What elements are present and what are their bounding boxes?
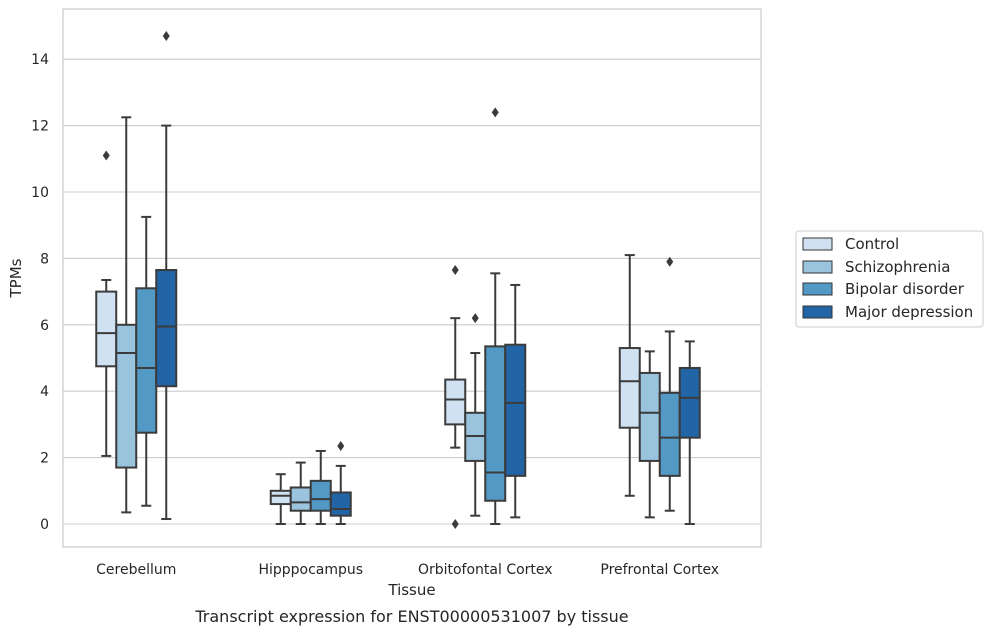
y-tick-label: 14 — [31, 52, 49, 68]
legend-frame — [795, 230, 984, 328]
x-tick-label: Orbitofontal Cortex — [418, 562, 553, 578]
y-gridlines — [63, 58, 761, 525]
legend-swatch-bipolar — [802, 282, 833, 296]
iqr-box — [638, 371, 661, 462]
box-hipppocampus-control — [269, 473, 292, 525]
y-tick-label: 0 — [40, 517, 49, 533]
y-tick-label: 2 — [40, 451, 49, 467]
box-cerebellum-major-depression — [155, 30, 178, 521]
iqr-box — [618, 347, 641, 429]
outlier-point — [102, 150, 110, 161]
iqr-box — [444, 378, 467, 426]
box-prefrontal-cortex-bipolar-disorder — [658, 256, 681, 512]
legend-swatch-major-depression — [802, 305, 833, 319]
box-prefrontal-cortex-schizophrenia — [638, 350, 661, 519]
iqr-box — [678, 366, 701, 439]
legend-swatch-schizophrenia — [802, 260, 833, 274]
y-tick-label: 8 — [40, 251, 49, 267]
x-tick-label: Cerebellum — [96, 562, 176, 578]
legend-label-bipolar: Bipolar disorder — [845, 280, 965, 298]
iqr-box — [658, 391, 681, 477]
x-tick-label: Hipppocampus — [258, 562, 363, 578]
outlier-point — [451, 519, 459, 529]
box-orbitofontal-cortex-control — [444, 265, 467, 529]
box-orbitofontal-cortex-major-depression — [504, 283, 527, 519]
box-hipppocampus-schizophrenia — [289, 461, 312, 525]
legend-label-schizophrenia: Schizophrenia — [845, 258, 950, 276]
box-orbitofontal-cortex-schizophrenia — [464, 313, 487, 517]
outlier-point — [162, 30, 170, 41]
y-axis-label: TPMs — [7, 258, 25, 298]
y-tick-label: 6 — [40, 318, 49, 334]
x-tick-label: Prefrontal Cortex — [600, 562, 719, 578]
outlier-point — [471, 313, 479, 324]
y-tick-labels: 0 2 4 6 8 10 12 14 — [31, 52, 49, 533]
outlier-point — [337, 440, 345, 451]
y-tick-label: 4 — [40, 384, 49, 400]
iqr-box — [95, 290, 118, 368]
plot-boxes — [95, 30, 701, 529]
legend-label-major-depression: Major depression — [845, 303, 973, 321]
iqr-box — [309, 479, 332, 512]
box-orbitofontal-cortex-bipolar-disorder — [484, 107, 507, 525]
box-cerebellum-schizophrenia — [115, 116, 138, 514]
chart-caption: Transcript expression for ENST0000053100… — [194, 607, 628, 626]
iqr-box — [484, 345, 507, 502]
iqr-box — [115, 323, 138, 469]
plot-frame — [62, 8, 762, 548]
iqr-box — [155, 269, 178, 388]
iqr-box — [269, 489, 292, 506]
x-tick-labels: Cerebellum Hipppocampus Orbitofontal Corte… — [96, 562, 719, 578]
box-cerebellum-bipolar-disorder — [135, 215, 158, 507]
outlier-point — [666, 256, 674, 267]
box-hipppocampus-bipolar-disorder — [309, 449, 332, 525]
box-hipppocampus-major-depression — [329, 440, 352, 525]
legend: Control Schizophrenia Bipolar disorder M… — [795, 230, 984, 328]
y-tick-label: 10 — [31, 185, 49, 201]
box-cerebellum-control — [95, 150, 118, 457]
box-prefrontal-cortex-major-depression — [678, 340, 701, 525]
iqr-box — [289, 486, 312, 512]
x-axis-label: Tissue — [387, 581, 435, 599]
box-prefrontal-cortex-control — [618, 254, 641, 497]
y-tick-label: 12 — [31, 119, 49, 135]
outlier-point — [491, 107, 499, 118]
iqr-box — [329, 491, 352, 517]
iqr-box — [504, 343, 527, 477]
outlier-point — [451, 265, 459, 276]
legend-swatch-control — [802, 237, 833, 251]
legend-label-control: Control — [845, 235, 899, 253]
iqr-box — [135, 287, 158, 434]
